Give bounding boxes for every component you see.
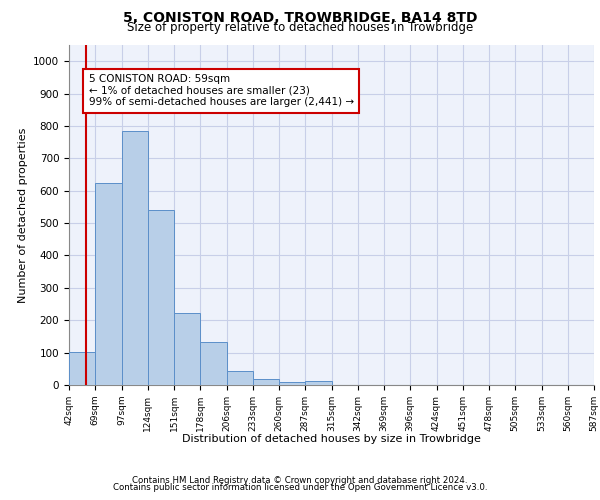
Bar — [227, 371, 253, 385]
Bar — [148, 210, 174, 385]
Bar — [305, 381, 331, 385]
Bar — [174, 313, 200, 385]
Bar — [121, 131, 148, 385]
Y-axis label: Number of detached properties: Number of detached properties — [17, 128, 28, 302]
Bar — [253, 380, 279, 385]
Text: Contains public sector information licensed under the Open Government Licence v3: Contains public sector information licen… — [113, 483, 487, 492]
Bar — [95, 182, 121, 385]
Text: Size of property relative to detached houses in Trowbridge: Size of property relative to detached ho… — [127, 21, 473, 34]
Bar — [200, 342, 227, 385]
Bar — [69, 352, 95, 385]
X-axis label: Distribution of detached houses by size in Trowbridge: Distribution of detached houses by size … — [182, 434, 481, 444]
Text: Contains HM Land Registry data © Crown copyright and database right 2024.: Contains HM Land Registry data © Crown c… — [132, 476, 468, 485]
Text: 5 CONISTON ROAD: 59sqm
← 1% of detached houses are smaller (23)
99% of semi-deta: 5 CONISTON ROAD: 59sqm ← 1% of detached … — [89, 74, 354, 108]
Text: 5, CONISTON ROAD, TROWBRIDGE, BA14 8TD: 5, CONISTON ROAD, TROWBRIDGE, BA14 8TD — [123, 11, 477, 25]
Bar — [279, 382, 305, 385]
